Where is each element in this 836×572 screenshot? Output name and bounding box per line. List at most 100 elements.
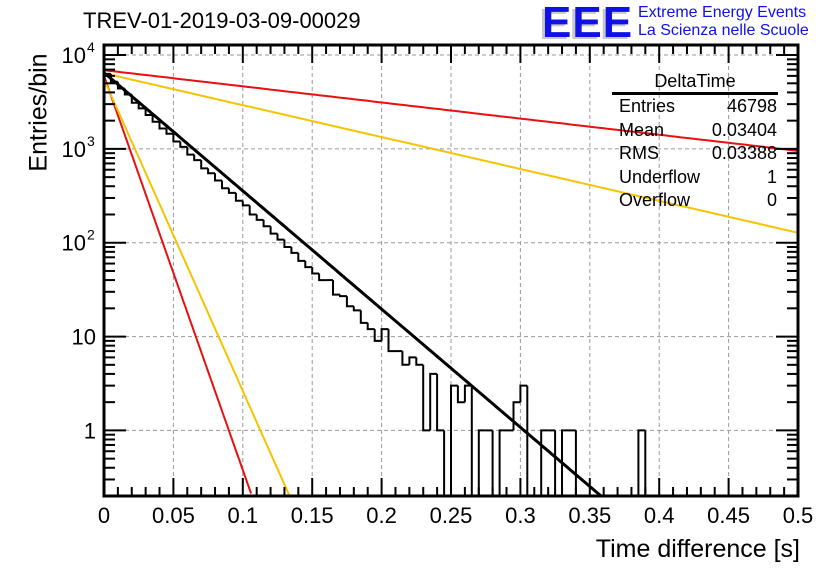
histogram-bin bbox=[443, 430, 451, 497]
histogram-bin bbox=[352, 306, 361, 312]
chart-title: TREV-01-2019-03-09-00029 bbox=[83, 8, 361, 33]
histogram-bin bbox=[373, 329, 382, 342]
histogram-bin bbox=[519, 384, 528, 403]
histogram-bin bbox=[186, 146, 195, 156]
x-tick-label: 0.1 bbox=[228, 503, 259, 528]
stats-row-rms: RMS 0.03388 bbox=[612, 142, 777, 166]
histogram-bin bbox=[172, 133, 181, 143]
histogram-bin bbox=[463, 384, 472, 403]
histogram-bin bbox=[262, 219, 271, 228]
histogram-bin bbox=[214, 173, 222, 182]
stats-value: 46798 bbox=[726, 96, 777, 116]
histogram-bin bbox=[477, 429, 486, 496]
histogram-bin bbox=[540, 429, 549, 496]
y-tick-exponent: 2 bbox=[87, 227, 95, 243]
x-axis-label: Time difference [s] bbox=[595, 535, 800, 563]
histogram-bin bbox=[248, 205, 257, 216]
histogram-bin bbox=[512, 401, 521, 431]
histogram-bin bbox=[644, 430, 653, 497]
stats-label: Entries bbox=[619, 96, 676, 116]
histogram-bin bbox=[116, 81, 125, 90]
curve-fast-red bbox=[103, 75, 253, 494]
x-tick-label: 0.05 bbox=[152, 503, 195, 528]
histogram-bin bbox=[255, 214, 264, 221]
eee-logo-text: Extreme Energy Events La Scienza nelle S… bbox=[638, 4, 809, 40]
stats-row-mean: Mean 0.03404 bbox=[612, 119, 777, 143]
histogram-bin bbox=[436, 373, 445, 432]
y-tick-exponent: 4 bbox=[87, 39, 95, 55]
histogram-bin bbox=[179, 141, 188, 148]
histogram-bin bbox=[193, 154, 202, 162]
histogram-bin bbox=[456, 385, 465, 404]
histogram-bin bbox=[290, 247, 299, 254]
histogram-bin bbox=[283, 239, 292, 248]
histogram-bin bbox=[339, 294, 347, 298]
x-tick-label: 0 bbox=[98, 503, 110, 528]
stats-box: DeltaTime Entries 46798 Mean 0.03404 RMS… bbox=[612, 70, 778, 213]
x-tick-label: 0.15 bbox=[291, 503, 334, 528]
histogram-bin bbox=[366, 322, 375, 331]
histogram-bin bbox=[144, 108, 153, 116]
histogram-bin bbox=[345, 296, 354, 308]
histogram-bin bbox=[637, 429, 646, 496]
stats-title: DeltaTime bbox=[612, 70, 778, 95]
histogram-bin bbox=[165, 128, 174, 135]
curve-slow-yellow bbox=[103, 72, 799, 234]
x-tick-label: 0.25 bbox=[430, 503, 473, 528]
histogram-bin bbox=[401, 351, 410, 366]
histogram-bin bbox=[415, 357, 424, 366]
y-tick-label: 10 bbox=[62, 43, 86, 68]
stats-value: 0 bbox=[766, 190, 777, 210]
histogram-bin bbox=[227, 188, 236, 194]
histogram-bin bbox=[234, 192, 243, 202]
histogram-bin bbox=[470, 385, 479, 497]
histogram-bin bbox=[422, 364, 431, 432]
histogram-bin bbox=[304, 260, 313, 269]
histogram-bin bbox=[408, 356, 417, 365]
histogram-bin bbox=[387, 329, 396, 353]
x-tick-label: 0.45 bbox=[707, 503, 750, 528]
x-tick-labels: 0 0.05 0.1 0.15 0.2 0.25 0.3 0.35 0.4 0.45 0.5 bbox=[98, 503, 813, 528]
curve-fast-yellow bbox=[103, 79, 291, 497]
x-tick-label: 0.4 bbox=[644, 503, 675, 528]
histogram-bin bbox=[491, 430, 500, 497]
histogram-bin bbox=[311, 267, 320, 275]
histogram-bin bbox=[241, 200, 250, 207]
histogram-bin bbox=[269, 226, 278, 235]
curve-slow-red bbox=[103, 69, 799, 152]
histogram-bin bbox=[130, 94, 139, 104]
stats-label: RMS bbox=[619, 143, 659, 163]
histogram-bin bbox=[207, 168, 215, 175]
histogram-bin bbox=[526, 385, 535, 497]
histogram-bin bbox=[429, 372, 438, 431]
histogram-bin bbox=[158, 121, 167, 130]
logo-line-1: Extreme Energy Events bbox=[638, 4, 807, 21]
histogram-bin bbox=[137, 102, 146, 110]
stats-value: 0.03388 bbox=[711, 143, 777, 163]
histogram-bin bbox=[297, 252, 306, 262]
histogram-bin bbox=[359, 310, 368, 324]
histogram-bin bbox=[498, 429, 507, 496]
y-tick-label: 10 bbox=[62, 137, 86, 162]
histogram-bin bbox=[561, 429, 569, 496]
histogram-bin bbox=[318, 273, 327, 282]
y-tick-label: 10 bbox=[62, 231, 86, 256]
x-tick-label: 0.3 bbox=[505, 503, 536, 528]
histogram-bin bbox=[574, 430, 583, 497]
histogram-bin bbox=[276, 233, 285, 241]
eee-logo-mark: EEE bbox=[542, 0, 634, 47]
fit-curves bbox=[103, 69, 799, 498]
stats-label: Overflow bbox=[619, 190, 691, 210]
y-tick-label: 1 bbox=[84, 418, 96, 443]
stats-row-underflow: Underflow 1 bbox=[612, 166, 777, 190]
histogram-bin bbox=[221, 180, 229, 190]
histogram-bin bbox=[123, 88, 132, 96]
x-tick-label: 0.35 bbox=[568, 503, 611, 528]
histogram-bin bbox=[332, 280, 340, 296]
logo-line-2: La Scienza nelle Scuole bbox=[638, 22, 809, 39]
stats-label: Mean bbox=[619, 119, 665, 140]
curve-fit bbox=[103, 71, 604, 498]
histogram-bin bbox=[151, 115, 160, 123]
